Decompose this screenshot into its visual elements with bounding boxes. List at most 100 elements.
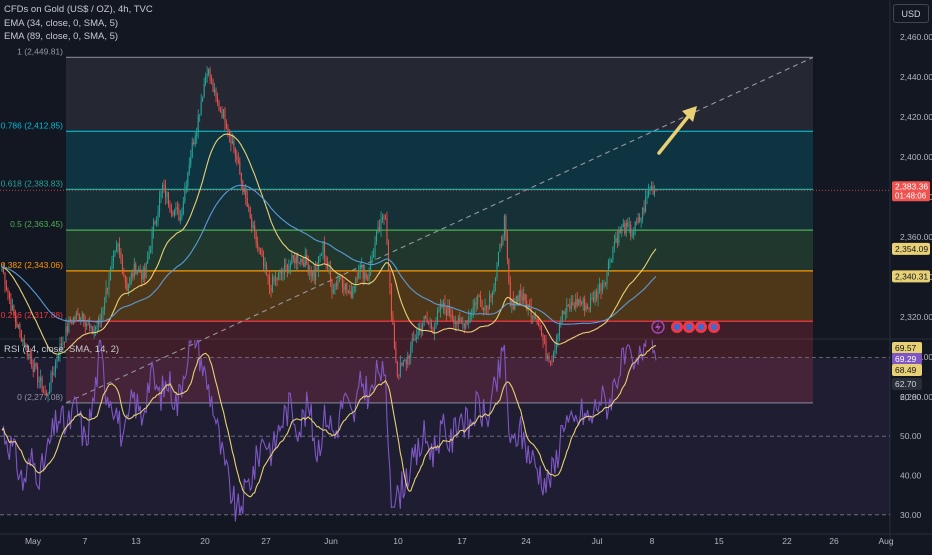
candle-body [384,218,387,220]
candle-body [615,237,617,242]
candle-body [14,315,16,322]
candle-body [16,321,18,328]
candle-body [124,276,126,283]
candle-body [31,358,33,367]
candle-body [445,309,447,316]
ema34-legend[interactable]: EMA (34, close, 0, SMA, 5) [4,18,119,29]
price-tick-label: 2,440.00 [900,72,932,82]
candle-body [83,313,85,323]
candle-body [545,340,547,359]
symbol-title[interactable]: CFDs on Gold (US$ / OZ), 4h, TVC [4,4,153,15]
candle-body [194,136,196,145]
candle-body [441,304,443,308]
candle-body [1,267,3,272]
projection-arrow-head [682,106,697,122]
candle-body [138,269,140,271]
candle-body [78,313,80,321]
candle-body [598,284,601,291]
candle-body [84,322,86,326]
main-pane [0,0,932,338]
candle-body [518,291,520,302]
candle-body [115,246,117,252]
ema89-legend[interactable]: EMA (89, close, 0, SMA, 5) [4,31,119,42]
candle-body [120,251,122,260]
currency-button[interactable]: USD [893,4,929,23]
candle-body [173,209,175,216]
candle-body [283,264,285,273]
candle-body [439,304,441,311]
candle-body [118,243,120,252]
candle-body [590,298,592,309]
candle-body [604,282,606,284]
candle-body [386,218,388,244]
candle-body [47,394,49,396]
candle-body [532,315,534,318]
candle-body [240,173,242,182]
fib-label-1: 0.786 (2,412.85) [1,120,64,130]
candle-body [325,258,327,263]
candle-body [123,273,125,277]
time-tick-label: 10 [393,536,403,546]
bar-countdown: 01:48:06 [895,191,927,200]
candle-body [227,128,229,132]
candle-body [37,366,39,383]
price-tick-label: 2,280.00 [900,392,932,402]
candle-body [651,185,653,190]
candle-body [167,192,169,205]
candle-body [169,204,171,211]
candle-body [472,306,474,314]
candle-body [87,323,89,325]
candle-body [242,181,244,193]
candle-body [429,323,431,325]
candle-body [148,252,150,260]
candle-body [324,242,326,259]
candle-body [263,256,265,267]
candle-body [22,339,24,342]
time-tick-label: Jun [324,536,338,546]
time-tick-label: 26 [829,536,839,546]
candle-body [322,242,324,254]
candle-body [187,172,189,186]
candle-body [63,341,65,343]
candle-body [521,297,523,301]
rsi-value-tag [892,364,922,376]
us-flag-event-center [673,323,681,331]
candle-body [217,97,219,102]
candle-body [105,288,107,303]
candle-body [111,261,113,269]
candle-body [54,361,57,372]
candle-body [7,289,9,293]
candle-body [126,282,128,291]
candle-body [460,322,462,324]
fib-band-1 [66,131,813,190]
candle-body [129,277,131,286]
candle-body [175,207,177,210]
candle-body [616,237,618,244]
candle-body [520,291,522,298]
candle-body [434,328,436,333]
candle-body [361,265,363,267]
rsi-value-tag-text: 69.29 [895,354,917,364]
candle-body [50,372,52,391]
candle-body [575,299,577,308]
candle-body [622,223,624,227]
candle-body [147,259,149,264]
candle-body [471,313,473,317]
candle-body [208,69,210,74]
rsi-legend[interactable]: RSI (14, close, SMA, 14, 2) [4,344,120,355]
candle-body [66,326,68,333]
candle-body [486,305,488,308]
candle-body [630,224,632,236]
candle-body [300,258,302,263]
candle-body [276,278,278,281]
candle-body [269,277,271,288]
candle-body [190,156,192,165]
candle-body [211,79,213,81]
candle-body [401,363,403,366]
candle-body [490,295,492,298]
candle-body [261,252,263,257]
candle-body [184,189,186,202]
us-flag-event-center [685,323,693,331]
candle-body [349,291,351,293]
